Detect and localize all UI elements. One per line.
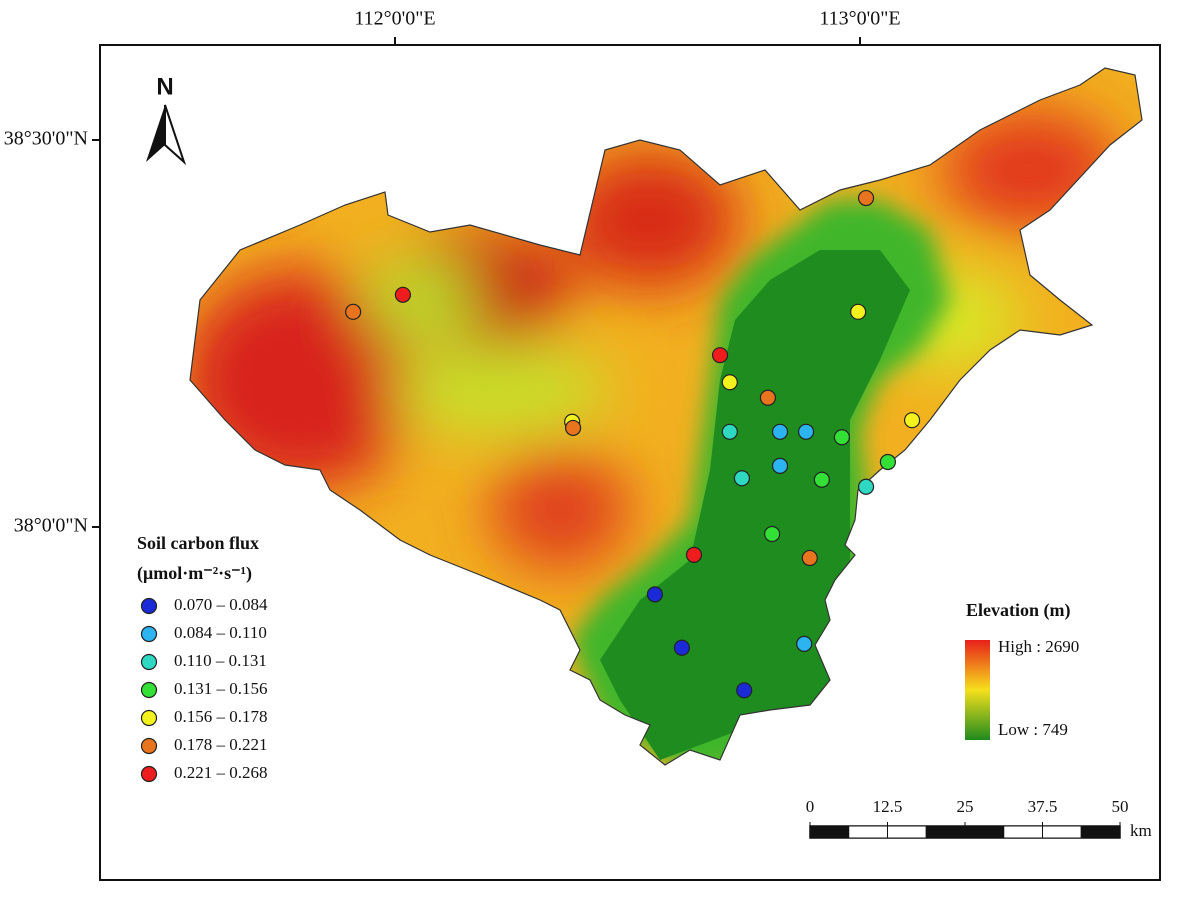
- legend-symbol: [140, 765, 158, 783]
- sample-site: [564, 419, 582, 437]
- sample-site: [345, 303, 362, 320]
- legend-label: 0.070 – 0.084: [174, 595, 268, 614]
- legend-symbol: [140, 625, 158, 643]
- scalebar-segment: [887, 825, 927, 839]
- scalebar-segment: [1080, 825, 1121, 839]
- elevation-low: Low : 749: [998, 720, 1068, 739]
- sample-site: [801, 549, 818, 567]
- scalebar-label: 25: [957, 797, 974, 816]
- scalebar-label: 50: [1112, 797, 1129, 816]
- sample-site: [857, 189, 875, 207]
- legend-symbol: [140, 597, 158, 615]
- sample-site: [736, 682, 753, 699]
- sample-site: [797, 423, 815, 440]
- legend-label: 0.084 – 0.110: [174, 623, 267, 642]
- sample-site: [721, 423, 738, 440]
- sample-site: [646, 586, 664, 603]
- legend-symbol: [140, 737, 158, 755]
- sample-site: [833, 429, 850, 446]
- elevation-high: High : 2690: [998, 637, 1079, 656]
- legend-symbol: [140, 681, 158, 699]
- north-arrow: N: [146, 73, 187, 166]
- lat-tick-label: 38°30'0"N: [4, 128, 88, 150]
- north-label: N: [156, 73, 173, 100]
- sample-site: [711, 347, 729, 364]
- legend-unit: (μmol·m⁻²·s⁻¹): [137, 563, 252, 584]
- sample-site: [771, 457, 789, 474]
- map-frame: [99, 44, 1161, 881]
- lon-tick-label: 113°0'0"E: [819, 8, 900, 30]
- sample-site: [759, 389, 777, 406]
- sample-site: [857, 478, 875, 495]
- scalebar-label: 0: [806, 797, 815, 816]
- legend-label: 0.131 – 0.156: [174, 679, 268, 698]
- scalebar-segment: [809, 825, 850, 839]
- legend-symbol: [140, 653, 158, 671]
- scalebar-label: 12.5: [873, 797, 903, 816]
- scalebar-segment: [1042, 825, 1082, 839]
- sample-site: [879, 453, 897, 471]
- sample-site: [685, 546, 703, 563]
- sample-site: [813, 471, 830, 488]
- legend-title: Soil carbon flux: [137, 533, 259, 553]
- elevation-title: Elevation (m): [966, 600, 1070, 621]
- sample-site: [673, 639, 691, 656]
- lon-tick-label: 112°0'0"E: [354, 8, 435, 30]
- elevation-ramp: [965, 640, 990, 740]
- legend-label: 0.178 – 0.221: [174, 735, 268, 754]
- scalebar-segment: [964, 825, 1005, 839]
- sample-site: [394, 286, 412, 303]
- legend-label: 0.156 – 0.178: [174, 707, 268, 726]
- sample-site: [764, 525, 781, 543]
- scalebar-segment: [925, 825, 966, 839]
- scalebar-unit: km: [1130, 821, 1152, 840]
- legend-symbol: [140, 709, 158, 727]
- sample-site: [721, 374, 738, 391]
- sample-site: [850, 303, 867, 320]
- sample-site: [771, 423, 789, 440]
- terrain: [190, 68, 1142, 765]
- sample-site: [796, 635, 813, 652]
- lat-tick-label: 38°0'0"N: [14, 515, 88, 537]
- legend-label: 0.221 – 0.268: [174, 763, 268, 782]
- legend-label: 0.110 – 0.131: [174, 651, 267, 670]
- scalebar-segment: [848, 825, 888, 839]
- sample-site: [903, 412, 921, 429]
- scalebar-segment: [1003, 825, 1043, 839]
- sample-site: [733, 470, 750, 487]
- scalebar-label: 37.5: [1028, 797, 1058, 816]
